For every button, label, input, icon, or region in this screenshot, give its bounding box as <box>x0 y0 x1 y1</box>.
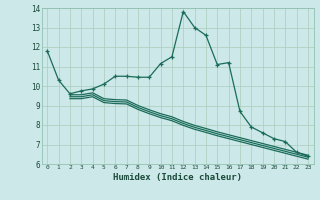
X-axis label: Humidex (Indice chaleur): Humidex (Indice chaleur) <box>113 173 242 182</box>
